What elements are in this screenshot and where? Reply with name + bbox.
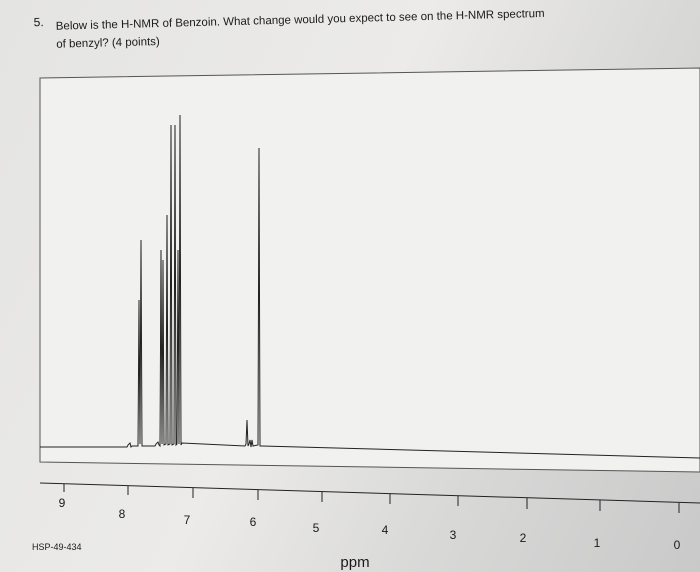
x-tick-label: 6	[250, 515, 257, 529]
question-line: Below is the H-NMR of Benzoin. What chan…	[56, 8, 545, 33]
spectrum: 9 8 7 6 5 4 3 2 1 0 ppm HSP-49-434	[32, 67, 700, 571]
spectrum-code: HSP-49-434	[32, 542, 82, 552]
question-number: 5.	[34, 15, 44, 29]
question: 5. Below is the H-NMR of Benzoin. What c…	[34, 8, 545, 51]
spectrum-trace	[40, 114, 700, 459]
x-tick-label: 5	[313, 521, 320, 535]
x-tick-label: 1	[594, 536, 601, 550]
x-tick-label: 2	[520, 531, 527, 545]
x-axis	[39, 482, 700, 504]
x-tick-label: 9	[59, 496, 66, 510]
tick-marks	[63, 484, 680, 513]
spectrum-frame	[39, 67, 700, 473]
x-tick-label: 8	[119, 507, 126, 521]
x-tick-label: 0	[674, 538, 681, 552]
question-line: of benzyl? (4 points)	[56, 36, 160, 51]
x-tick-label: 3	[450, 528, 457, 542]
x-tick-label: 7	[184, 513, 191, 527]
x-tick-label: 4	[382, 523, 389, 537]
x-axis-label: ppm	[340, 554, 369, 571]
